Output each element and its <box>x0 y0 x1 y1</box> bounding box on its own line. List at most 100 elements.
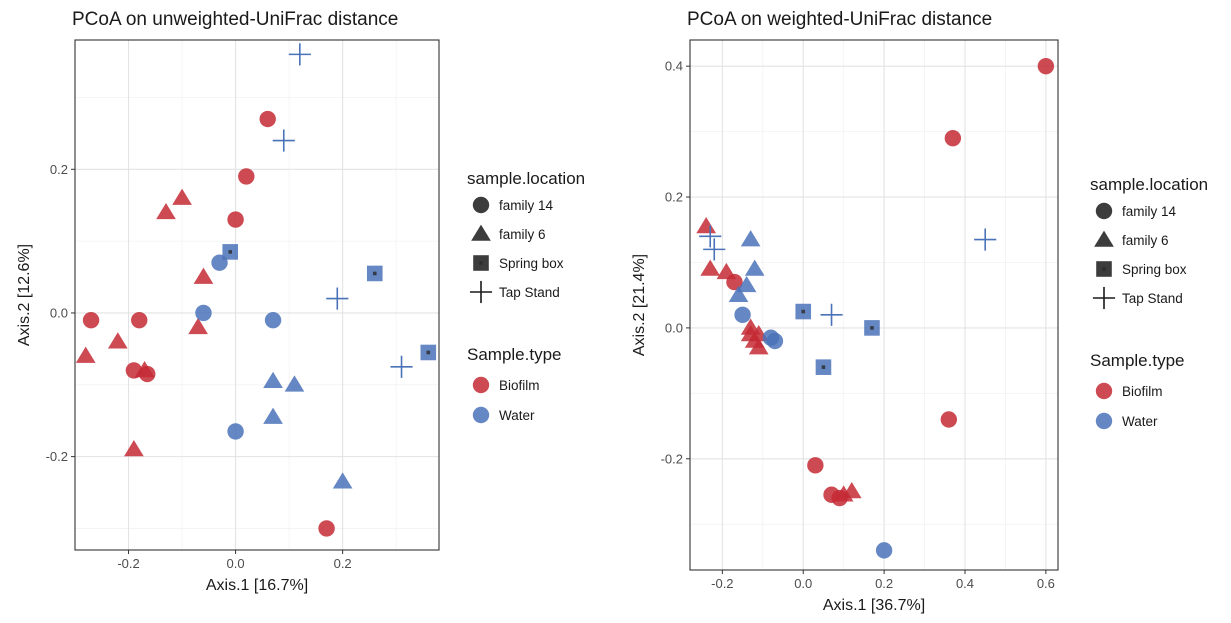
legend-key-family-6 <box>1094 230 1114 247</box>
data-point <box>193 267 214 284</box>
data-point <box>734 306 751 324</box>
legend-key-spring-box <box>473 255 489 271</box>
data-point <box>366 265 383 282</box>
legend-key-biofilm <box>472 376 490 394</box>
data-point <box>263 371 283 388</box>
x-tick-label: 0.0 <box>794 576 812 591</box>
legend-key-spring-box <box>1096 261 1112 277</box>
data-point <box>716 262 737 280</box>
data-point <box>227 423 244 440</box>
plot-border <box>689 39 1059 571</box>
data-point <box>82 311 100 329</box>
legend-key <box>1094 230 1114 247</box>
data-point <box>736 275 757 293</box>
legend-key <box>472 196 490 214</box>
y-tick-label: 0.0 <box>50 305 68 320</box>
chart-title: PCoA on weighted-UniFrac distance <box>687 9 992 30</box>
x-tick-label: -0.2 <box>711 576 733 591</box>
y-axis-label: Axis.2 [12.6%] <box>16 244 33 346</box>
legend: sample.location family 14 family 6 Spring b… <box>1090 175 1208 430</box>
data-points <box>75 43 437 537</box>
legend-label: family 6 <box>1122 233 1169 248</box>
x-tick-label: 0.6 <box>1037 576 1055 591</box>
data-point <box>815 359 832 375</box>
data-point <box>740 230 761 247</box>
y-tick-label: 0.0 <box>665 320 683 335</box>
chart-panel-2: PCoA on weighted-UniFrac distance -0.2 0.0… <box>631 9 1208 614</box>
legend-key <box>471 224 491 241</box>
data-point <box>748 338 769 355</box>
legend-key <box>469 280 493 304</box>
data-point <box>820 303 843 326</box>
y-tick-label: -0.2 <box>46 449 68 464</box>
legend-key-water <box>1095 412 1113 430</box>
data-point <box>974 228 997 251</box>
legend-label: family 14 <box>499 198 554 213</box>
data-point <box>238 168 255 185</box>
data-point <box>766 332 784 350</box>
data-point <box>222 244 239 260</box>
data-point <box>807 457 824 474</box>
data-point <box>875 542 893 559</box>
data-point <box>326 287 349 310</box>
legend-title-location: sample.location <box>1090 175 1208 194</box>
legend-key <box>473 255 489 271</box>
legend-label: Water <box>499 408 535 423</box>
data-point <box>156 202 176 220</box>
data-point <box>841 482 862 499</box>
data-point <box>864 320 880 336</box>
data-point <box>259 110 276 128</box>
legend-label: Spring box <box>499 256 564 271</box>
x-tick-label: 0.0 <box>227 556 245 571</box>
legend-key <box>1095 202 1113 220</box>
data-point <box>172 188 192 205</box>
legend-key <box>1096 261 1112 277</box>
data-point <box>264 311 282 329</box>
data-point <box>124 440 144 457</box>
data-point <box>944 129 962 147</box>
legend-title-type: Sample.type <box>467 345 562 364</box>
legend-label: family 14 <box>1122 204 1177 219</box>
data-point <box>195 304 212 322</box>
legend-key <box>1092 286 1116 310</box>
chart-title: PCoA on unweighted-UniFrac distance <box>72 9 398 30</box>
data-point <box>699 225 722 248</box>
x-tick-label: 0.4 <box>956 576 974 591</box>
data-point <box>75 346 96 363</box>
data-point <box>700 259 721 276</box>
data-point <box>284 375 305 392</box>
legend-key-water <box>472 406 490 424</box>
y-tick-label: 0.2 <box>50 162 68 177</box>
chart-panel-1: PCoA on unweighted-UniFrac distance -0.2 0… <box>16 9 585 594</box>
y-tick-label: -0.2 <box>661 451 683 466</box>
legend-key-family-14 <box>472 196 490 214</box>
legend-label: Tap Stand <box>499 285 560 300</box>
legend-label: Tap Stand <box>1122 291 1183 306</box>
data-point <box>390 355 413 378</box>
data-point <box>420 344 437 361</box>
data-point <box>740 325 761 342</box>
x-tick-label: -0.2 <box>117 556 139 571</box>
data-point <box>728 285 749 302</box>
data-point <box>332 472 353 489</box>
y-axis-label: Axis.2 [21.4%] <box>631 254 648 356</box>
legend-title-location: sample.location <box>467 169 585 188</box>
data-point <box>263 407 283 424</box>
data-point <box>288 43 311 66</box>
legend-key-biofilm <box>1095 382 1113 400</box>
legend-title-type: Sample.type <box>1090 351 1185 370</box>
data-point <box>188 317 208 335</box>
legend-key-tap-stand <box>1092 286 1116 310</box>
x-axis-label: Axis.1 [36.7%] <box>823 597 925 614</box>
data-point <box>703 238 726 261</box>
data-point <box>272 129 295 152</box>
legend-key-family-14 <box>1095 202 1113 220</box>
data-point <box>1037 57 1055 75</box>
y-tick-label: 0.2 <box>665 190 683 205</box>
data-point <box>134 360 155 378</box>
legend-label: Spring box <box>1122 262 1187 277</box>
data-point <box>318 520 335 537</box>
data-points <box>696 57 1055 559</box>
legend-label: Biofilm <box>1122 384 1163 399</box>
